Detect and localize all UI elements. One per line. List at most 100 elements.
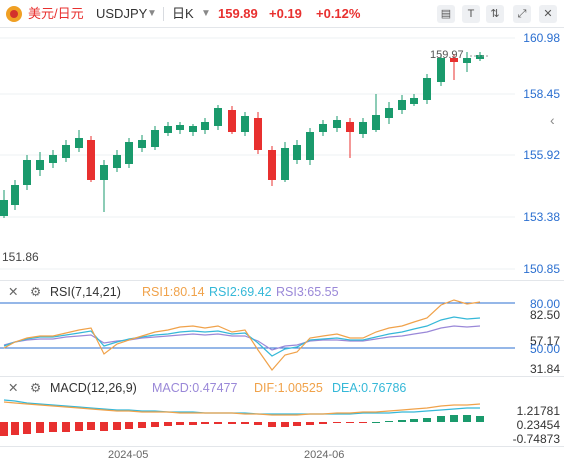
candle-body	[214, 108, 222, 126]
chevron-down-icon[interactable]: ▼	[147, 8, 157, 19]
candle-body	[476, 55, 484, 59]
candle-body	[398, 100, 406, 110]
price-tick: 153.38	[523, 210, 560, 224]
candle-body	[293, 145, 301, 160]
candle-body	[151, 130, 159, 147]
macd-bar	[450, 415, 458, 422]
candle-body	[423, 78, 431, 100]
candle-body	[176, 125, 184, 130]
candle-body	[241, 116, 249, 132]
macd-bar	[359, 422, 367, 423]
macd-bar	[138, 422, 146, 428]
macd-bar	[49, 422, 57, 432]
candle-body	[0, 200, 8, 216]
candle-body	[201, 122, 209, 130]
macd-bar	[23, 422, 31, 434]
macd-bar	[476, 416, 484, 422]
price-tick: 155.92	[523, 148, 560, 162]
rsi-title: RSI(7,14,21)	[50, 285, 121, 299]
dif-value: DIF:1.00525	[254, 381, 323, 395]
macd-axis-tick: 1.21781	[516, 404, 560, 418]
header-divider	[163, 7, 164, 21]
candle-body	[463, 58, 471, 63]
macd-bar	[125, 422, 133, 429]
macd-bar	[176, 422, 184, 425]
macd-bar	[385, 421, 393, 422]
rsi3-value: RSI3:65.55	[276, 285, 339, 299]
candle-body	[87, 140, 95, 180]
candle-body	[100, 165, 108, 180]
macd-bar	[306, 422, 314, 425]
candle-body	[36, 160, 44, 170]
candle-body	[75, 138, 83, 148]
rsi-axis-tick: 57.17	[529, 334, 560, 348]
close-icon[interactable]: ✕	[8, 381, 19, 395]
price-change-pct: +0.12%	[316, 6, 361, 21]
candle-body	[113, 155, 121, 168]
dea-line	[3, 399, 480, 415]
candle-body	[228, 110, 236, 132]
rsi1-line	[3, 299, 481, 371]
candle-body	[450, 58, 458, 62]
high-price-label: 159.97	[430, 49, 464, 61]
candle-body	[254, 118, 262, 150]
price-change: +0.19	[269, 6, 302, 21]
price-tick: 150.85	[523, 262, 560, 276]
macd-bar	[333, 422, 341, 423]
candle-body	[49, 155, 57, 163]
chevron-down-icon[interactable]: ▼	[201, 8, 211, 19]
candle-body	[437, 58, 445, 82]
text-size-icon[interactable]: T	[462, 5, 480, 23]
price-tick: 160.98	[523, 31, 560, 45]
macd-axis-tick: -0.74873	[512, 432, 560, 446]
candle-body	[62, 145, 70, 158]
macd-bar	[372, 422, 380, 423]
close-icon[interactable]: ✕	[539, 5, 557, 23]
settings-icon[interactable]: ⚙	[30, 381, 42, 395]
price-tick: 158.45	[523, 87, 560, 101]
macd-header: ✕ ⚙ MACD(12,26,9) MACD:0.47477 DIF:1.005…	[0, 376, 564, 398]
current-price: 159.89	[218, 6, 258, 21]
fullscreen-icon[interactable]: ⤢	[513, 5, 531, 23]
macd-bar	[11, 422, 19, 435]
dea-value: DEA:0.76786	[332, 381, 407, 395]
macd-bar	[0, 422, 8, 436]
candle-body	[125, 142, 133, 164]
candle-body	[359, 122, 367, 134]
candle-body	[281, 148, 289, 180]
rsi2-value: RSI2:69.42	[209, 285, 272, 299]
indicator-icon[interactable]: ⇅	[486, 5, 504, 23]
close-icon[interactable]: ✕	[8, 285, 19, 299]
macd-bar	[201, 422, 209, 424]
macd-bar	[254, 422, 262, 425]
rsi-axis-tick: 80.00	[529, 297, 560, 311]
rsi-header: ✕ ⚙ RSI(7,14,21) RSI1:80.14 RSI2:69.42 R…	[0, 280, 564, 302]
chart-settings-icon[interactable]: ▤	[437, 5, 455, 23]
macd-bar	[189, 422, 197, 425]
pair-name: 美元/日元	[28, 6, 84, 21]
macd-bar	[62, 422, 70, 432]
macd-bar	[423, 418, 431, 422]
timeframe-selector[interactable]: 日K	[172, 6, 194, 21]
macd-bar	[164, 422, 172, 426]
candle-body	[164, 126, 172, 133]
macd-bar	[75, 422, 83, 431]
macd-bar	[268, 422, 276, 427]
candle-body	[23, 160, 31, 185]
macd-bar	[241, 422, 249, 424]
chart-header: 美元/日元 USDJPY ▼ 日K ▼ 159.89 +0.19 +0.12% …	[0, 0, 564, 28]
chevron-left-icon[interactable]: ‹	[550, 112, 555, 128]
macd-title: MACD(12,26,9)	[50, 381, 137, 395]
candle-body	[189, 126, 197, 132]
candle-body	[346, 122, 354, 132]
candle-body	[306, 132, 314, 160]
candle-body	[11, 185, 19, 205]
settings-icon[interactable]: ⚙	[30, 285, 42, 299]
symbol-selector[interactable]: USDJPY	[96, 6, 148, 21]
macd-bar	[319, 422, 327, 424]
dif-line	[3, 401, 481, 416]
macd-value: MACD:0.47477	[152, 381, 238, 395]
rsi-axis-tick: 82.50	[529, 308, 560, 322]
date-axis-line	[0, 446, 564, 447]
